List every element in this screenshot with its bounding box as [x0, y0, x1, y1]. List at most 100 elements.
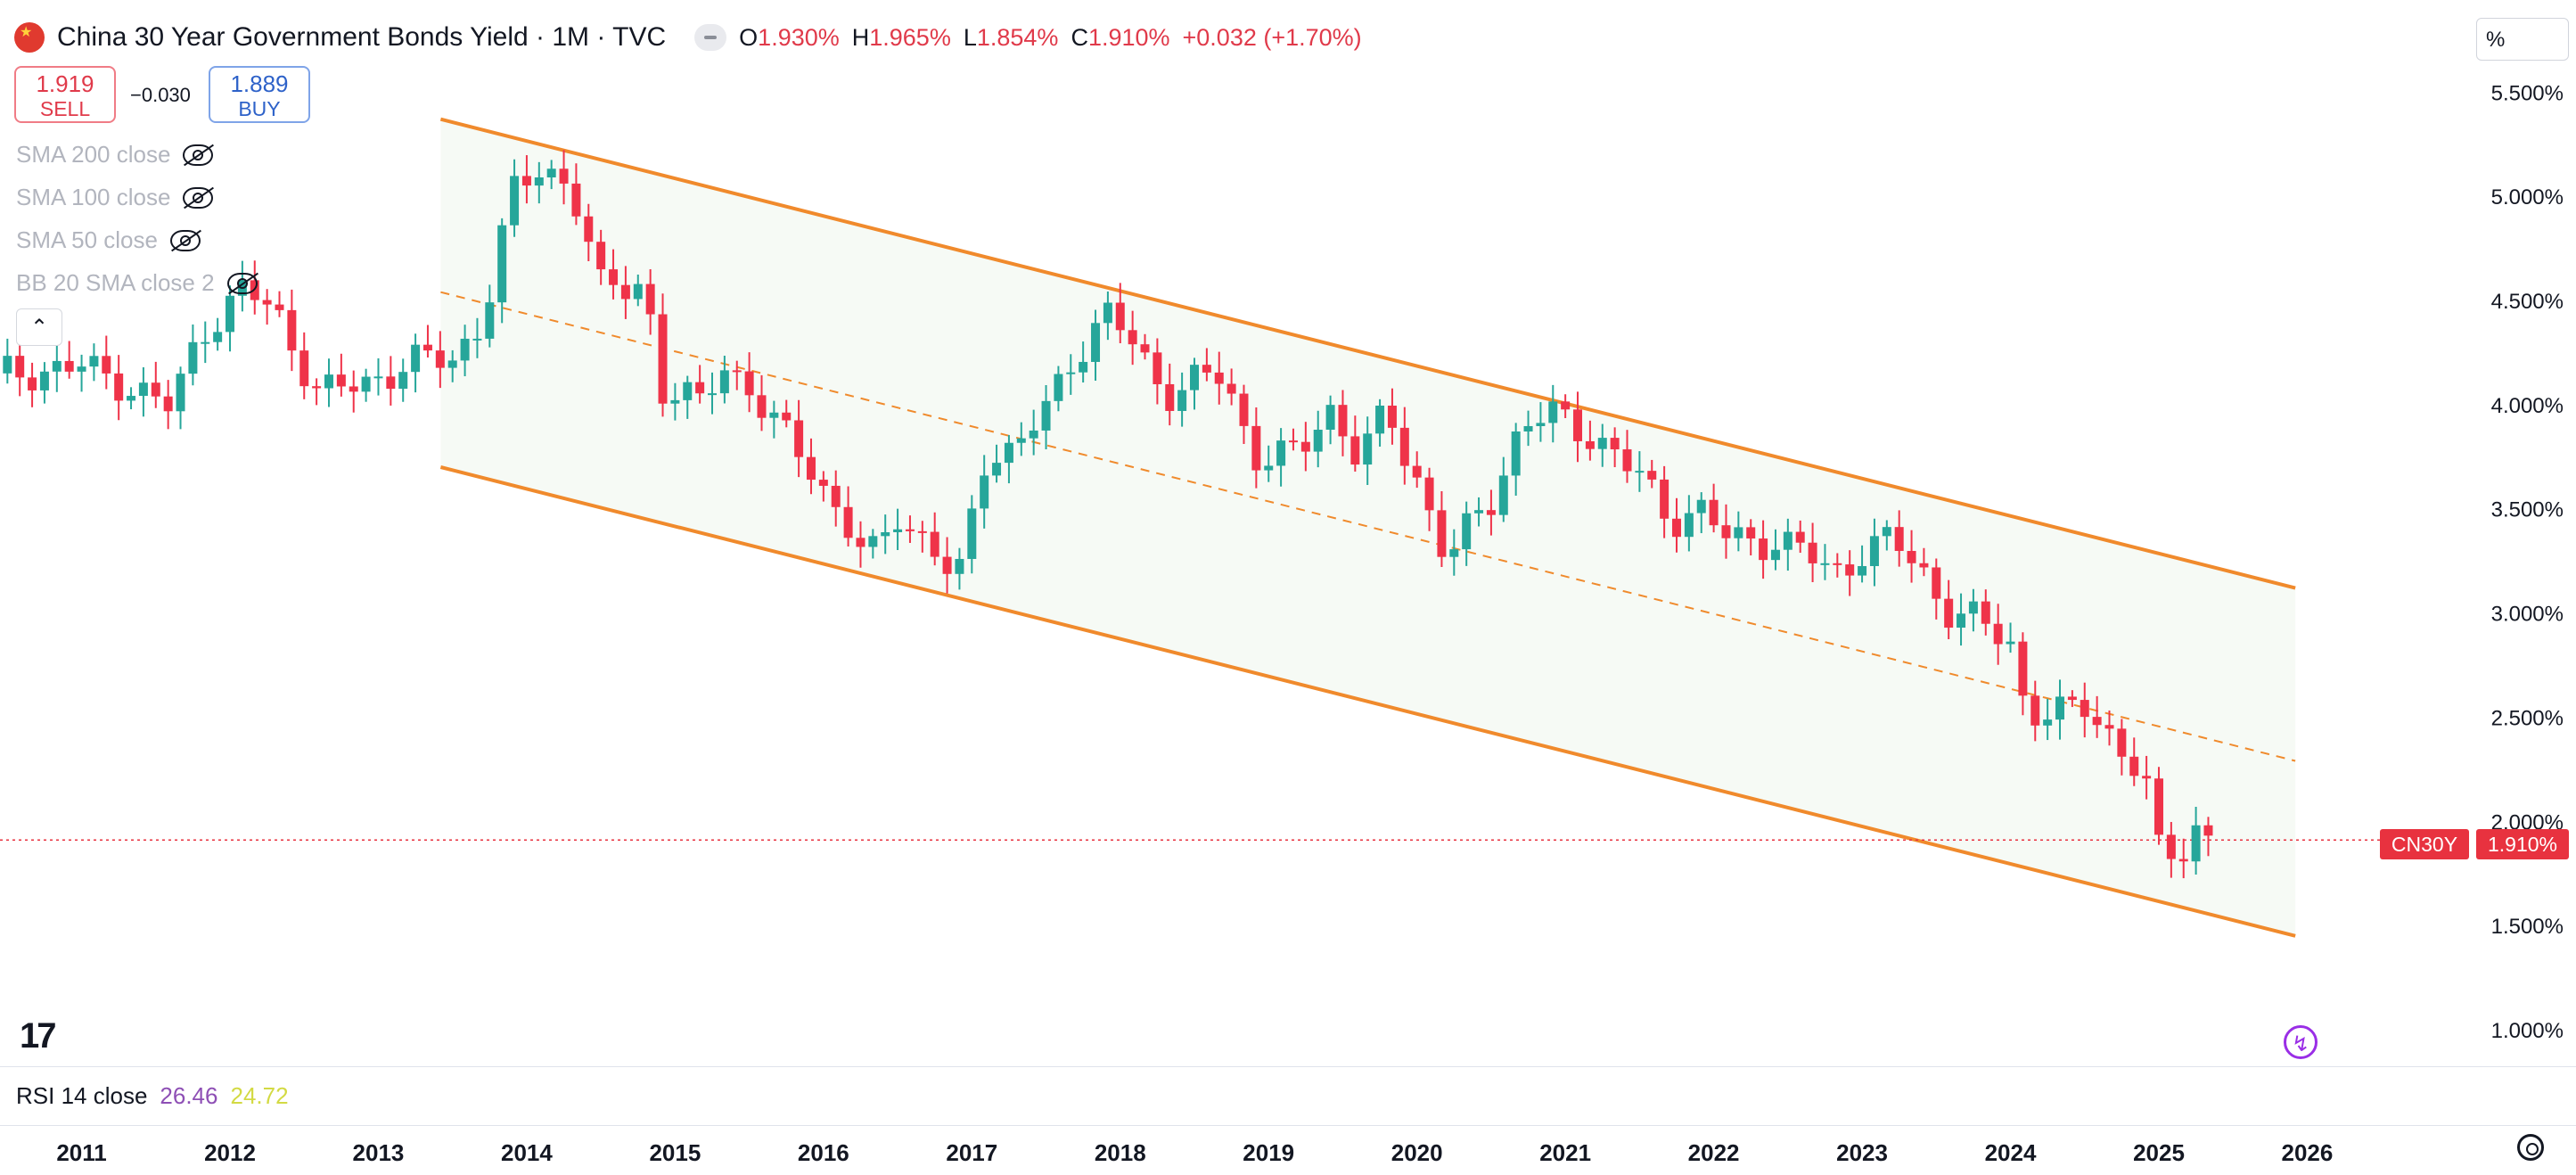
candle[interactable]	[1795, 520, 1805, 554]
candle[interactable]	[1029, 409, 1038, 456]
candle[interactable]	[2117, 719, 2127, 776]
candle[interactable]	[1746, 519, 1756, 555]
candle[interactable]	[1462, 501, 1472, 566]
candle[interactable]	[1610, 427, 1620, 468]
candle[interactable]	[782, 399, 792, 428]
scale-unit-button[interactable]: %	[2476, 18, 2569, 61]
candle[interactable]	[373, 357, 383, 396]
candle[interactable]	[127, 387, 136, 410]
candle[interactable]	[1944, 579, 1954, 640]
candle[interactable]	[1907, 530, 1916, 583]
candle[interactable]	[64, 341, 74, 379]
candle[interactable]	[521, 155, 531, 204]
candle[interactable]	[1424, 467, 1434, 531]
candle[interactable]	[2191, 807, 2201, 875]
candle[interactable]	[1313, 410, 1323, 468]
candle[interactable]	[213, 317, 223, 351]
candle[interactable]	[2154, 767, 2163, 845]
candle[interactable]	[275, 291, 284, 317]
candle[interactable]	[1548, 384, 1558, 443]
candle[interactable]	[1474, 497, 1484, 527]
candle[interactable]	[1894, 510, 1904, 567]
candle[interactable]	[695, 365, 705, 404]
candle[interactable]	[1561, 394, 1571, 419]
candle[interactable]	[1858, 545, 1867, 583]
candle[interactable]	[732, 360, 742, 390]
candle[interactable]	[1338, 390, 1348, 456]
candle[interactable]	[930, 512, 939, 566]
candle[interactable]	[670, 382, 680, 421]
candle[interactable]	[868, 529, 878, 559]
candle[interactable]	[1153, 338, 1162, 405]
candle[interactable]	[299, 332, 309, 399]
candle[interactable]	[349, 370, 358, 413]
candle[interactable]	[2203, 817, 2213, 857]
candle[interactable]	[633, 275, 643, 307]
candle[interactable]	[1597, 423, 1607, 467]
candle[interactable]	[77, 354, 86, 392]
candle[interactable]	[1709, 483, 1719, 533]
candle[interactable]	[2166, 822, 2176, 878]
candle[interactable]	[1869, 518, 1879, 587]
candle[interactable]	[52, 341, 62, 392]
candle[interactable]	[2092, 695, 2102, 738]
candle[interactable]	[2104, 710, 2114, 746]
candle[interactable]	[361, 368, 371, 402]
candle[interactable]	[881, 514, 890, 555]
candle[interactable]	[1004, 435, 1013, 484]
candle[interactable]	[1536, 402, 1546, 442]
candle[interactable]	[386, 356, 396, 406]
candle[interactable]	[1288, 428, 1298, 451]
candle[interactable]	[1066, 354, 1076, 395]
candle[interactable]	[28, 362, 37, 407]
candle[interactable]	[1647, 459, 1657, 489]
candle[interactable]	[151, 361, 160, 408]
candle[interactable]	[3, 338, 12, 384]
candle[interactable]	[422, 325, 432, 357]
candle[interactable]	[1412, 451, 1422, 489]
candle[interactable]	[1399, 407, 1409, 485]
candle[interactable]	[1079, 341, 1088, 383]
candle[interactable]	[1350, 415, 1360, 472]
candle[interactable]	[1251, 407, 1261, 489]
candle[interactable]	[609, 249, 619, 300]
candle[interactable]	[1585, 420, 1595, 461]
candle[interactable]	[818, 471, 828, 502]
candle[interactable]	[1783, 518, 1793, 571]
channel-mid-line[interactable]	[440, 291, 2296, 762]
candle[interactable]	[435, 331, 445, 389]
candle[interactable]	[262, 289, 272, 325]
candle[interactable]	[1759, 520, 1768, 579]
candle[interactable]	[102, 335, 111, 390]
candle[interactable]	[571, 163, 581, 226]
candle[interactable]	[1635, 451, 1645, 492]
collapse-pill-icon[interactable]	[694, 24, 727, 51]
candle[interactable]	[769, 400, 779, 439]
candle[interactable]	[1671, 497, 1681, 553]
candle[interactable]	[620, 266, 630, 319]
candle[interactable]	[1770, 529, 1780, 571]
candle[interactable]	[324, 358, 333, 407]
candle[interactable]	[744, 352, 754, 413]
sell-button[interactable]: 1.919 SELL	[14, 66, 116, 123]
candle[interactable]	[39, 362, 49, 404]
buy-button[interactable]: 1.889 BUY	[209, 66, 310, 123]
candle[interactable]	[917, 521, 927, 553]
candle[interactable]	[1375, 399, 1385, 447]
candle[interactable]	[980, 455, 989, 529]
candle[interactable]	[1363, 416, 1373, 486]
candle[interactable]	[1511, 423, 1521, 496]
candle[interactable]	[1177, 372, 1187, 427]
candle[interactable]	[856, 521, 866, 568]
candle[interactable]	[226, 285, 235, 352]
channel-upper-line[interactable]	[439, 117, 2296, 590]
candle[interactable]	[1128, 310, 1137, 366]
candle[interactable]	[1190, 357, 1199, 410]
candle[interactable]	[287, 289, 297, 372]
candle[interactable]	[485, 284, 495, 348]
candle[interactable]	[510, 159, 520, 237]
indicator-sma200[interactable]: SMA 200 close	[16, 141, 214, 168]
candle[interactable]	[1165, 363, 1175, 426]
candle[interactable]	[497, 218, 507, 324]
